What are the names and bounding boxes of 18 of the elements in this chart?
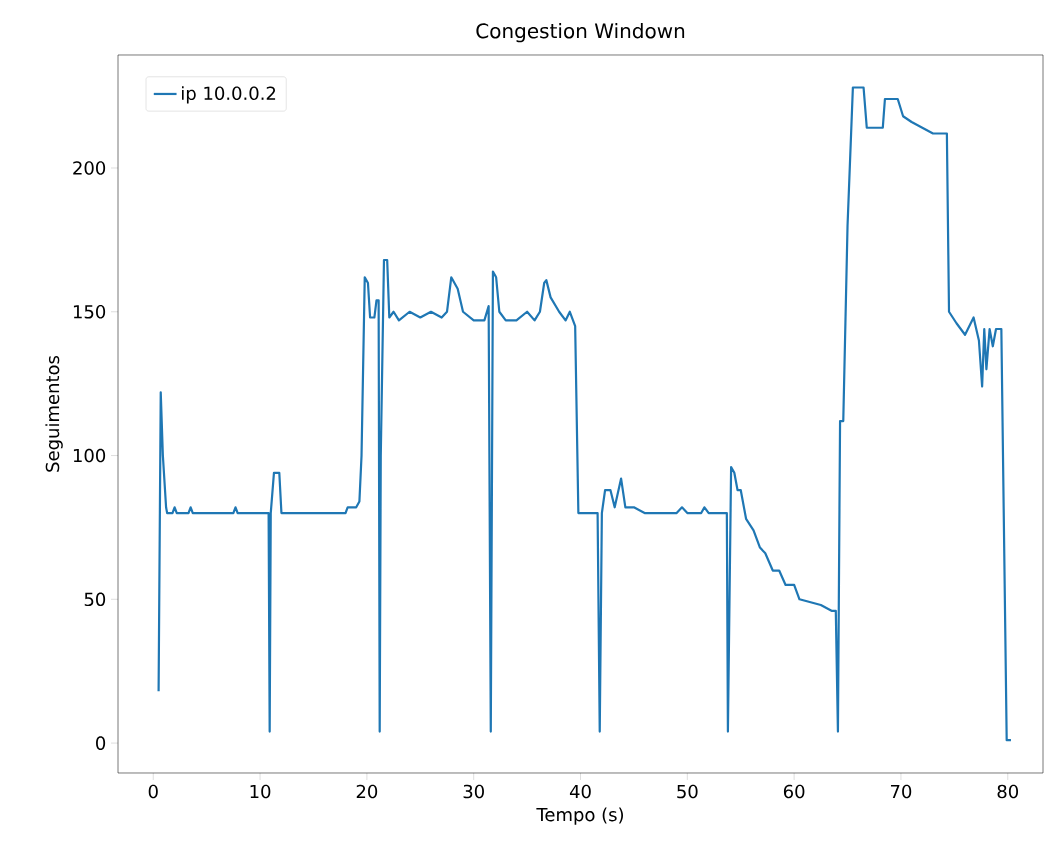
x-axis-title: Tempo (s) bbox=[536, 807, 624, 825]
y-tick-label: 200 bbox=[73, 161, 106, 175]
legend-label: ip 10.0.0.2 bbox=[182, 86, 276, 104]
x-tick-label: 10 bbox=[250, 784, 271, 799]
y-tick-label: 100 bbox=[73, 448, 106, 463]
x-tick-label: 60 bbox=[783, 784, 805, 799]
y-axis-title: Seguimentos bbox=[45, 355, 63, 472]
x-tick-label: 50 bbox=[677, 784, 698, 799]
x-tick-label: 80 bbox=[997, 784, 1019, 799]
chart-title: Congestion Windown bbox=[476, 22, 685, 43]
y-tick-label: 0 bbox=[96, 736, 106, 750]
x-tick-label: 70 bbox=[890, 784, 912, 799]
x-tick-label: 0 bbox=[148, 784, 158, 799]
x-tick-label: 30 bbox=[463, 784, 484, 799]
x-tick-label: 40 bbox=[569, 784, 591, 799]
y-tick-label: 150 bbox=[73, 304, 106, 319]
x-tick-label: 20 bbox=[356, 784, 378, 799]
y-tick-label: 50 bbox=[84, 592, 106, 607]
